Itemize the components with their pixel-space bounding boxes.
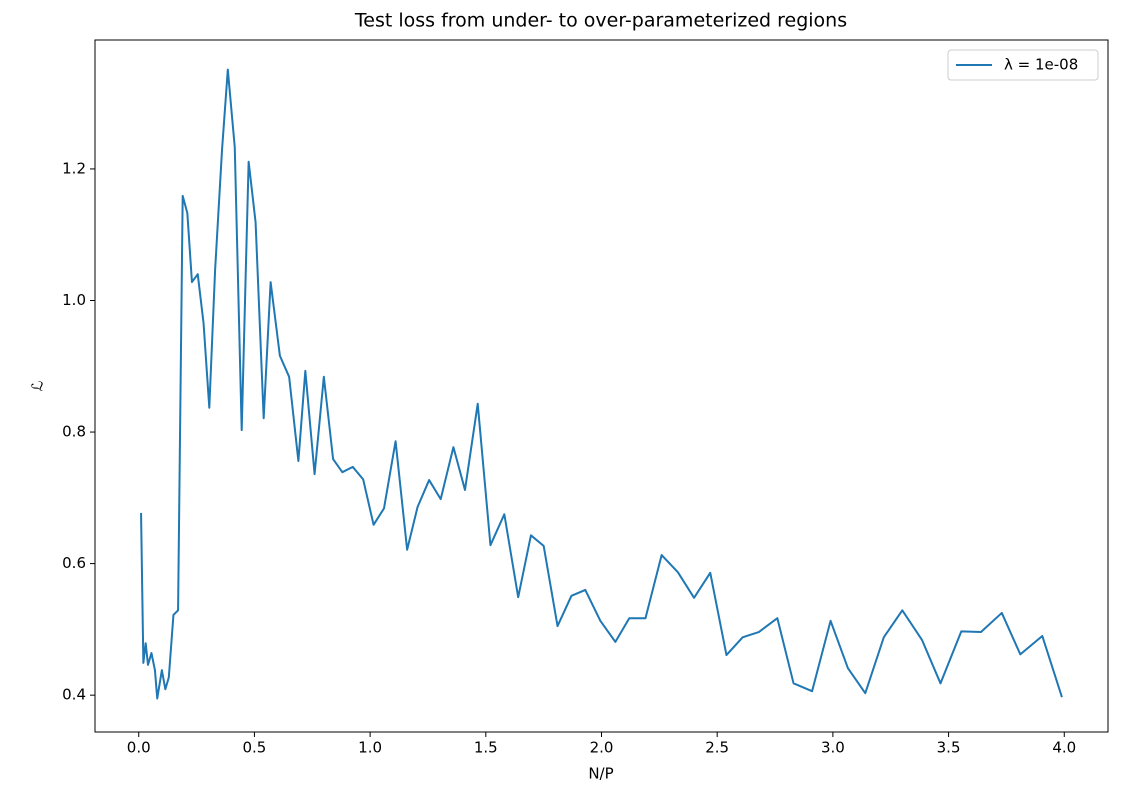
y-tick-label: 0.8 xyxy=(62,423,86,441)
legend-label: λ = 1e-08 xyxy=(1004,56,1078,74)
data-line xyxy=(140,68,1063,700)
y-tick-label: 1.2 xyxy=(62,159,86,177)
x-tick-label: 2.0 xyxy=(590,739,614,757)
legend-box xyxy=(947,49,1099,81)
x-tick-label: 2.5 xyxy=(705,739,729,757)
x-tick-label: 0.0 xyxy=(127,739,151,757)
x-axis-label: N/P xyxy=(588,765,613,783)
x-tick-label: 0.5 xyxy=(242,739,266,757)
plot-frame xyxy=(94,39,1109,733)
y-tick-label: 0.6 xyxy=(62,554,86,572)
chart-title: Test loss from under- to over-parameteri… xyxy=(354,10,847,32)
x-tick-label: 3.5 xyxy=(937,739,961,757)
x-tick-label: 1.5 xyxy=(474,739,498,757)
x-tick-label: 4.0 xyxy=(1052,739,1076,757)
y-tick-label: 1.0 xyxy=(62,291,86,309)
x-tick-label: 1.0 xyxy=(358,739,382,757)
x-tick-label: 3.0 xyxy=(821,739,845,757)
y-axis-label: ℒ xyxy=(29,381,47,392)
y-tick-label: 0.4 xyxy=(62,686,86,704)
